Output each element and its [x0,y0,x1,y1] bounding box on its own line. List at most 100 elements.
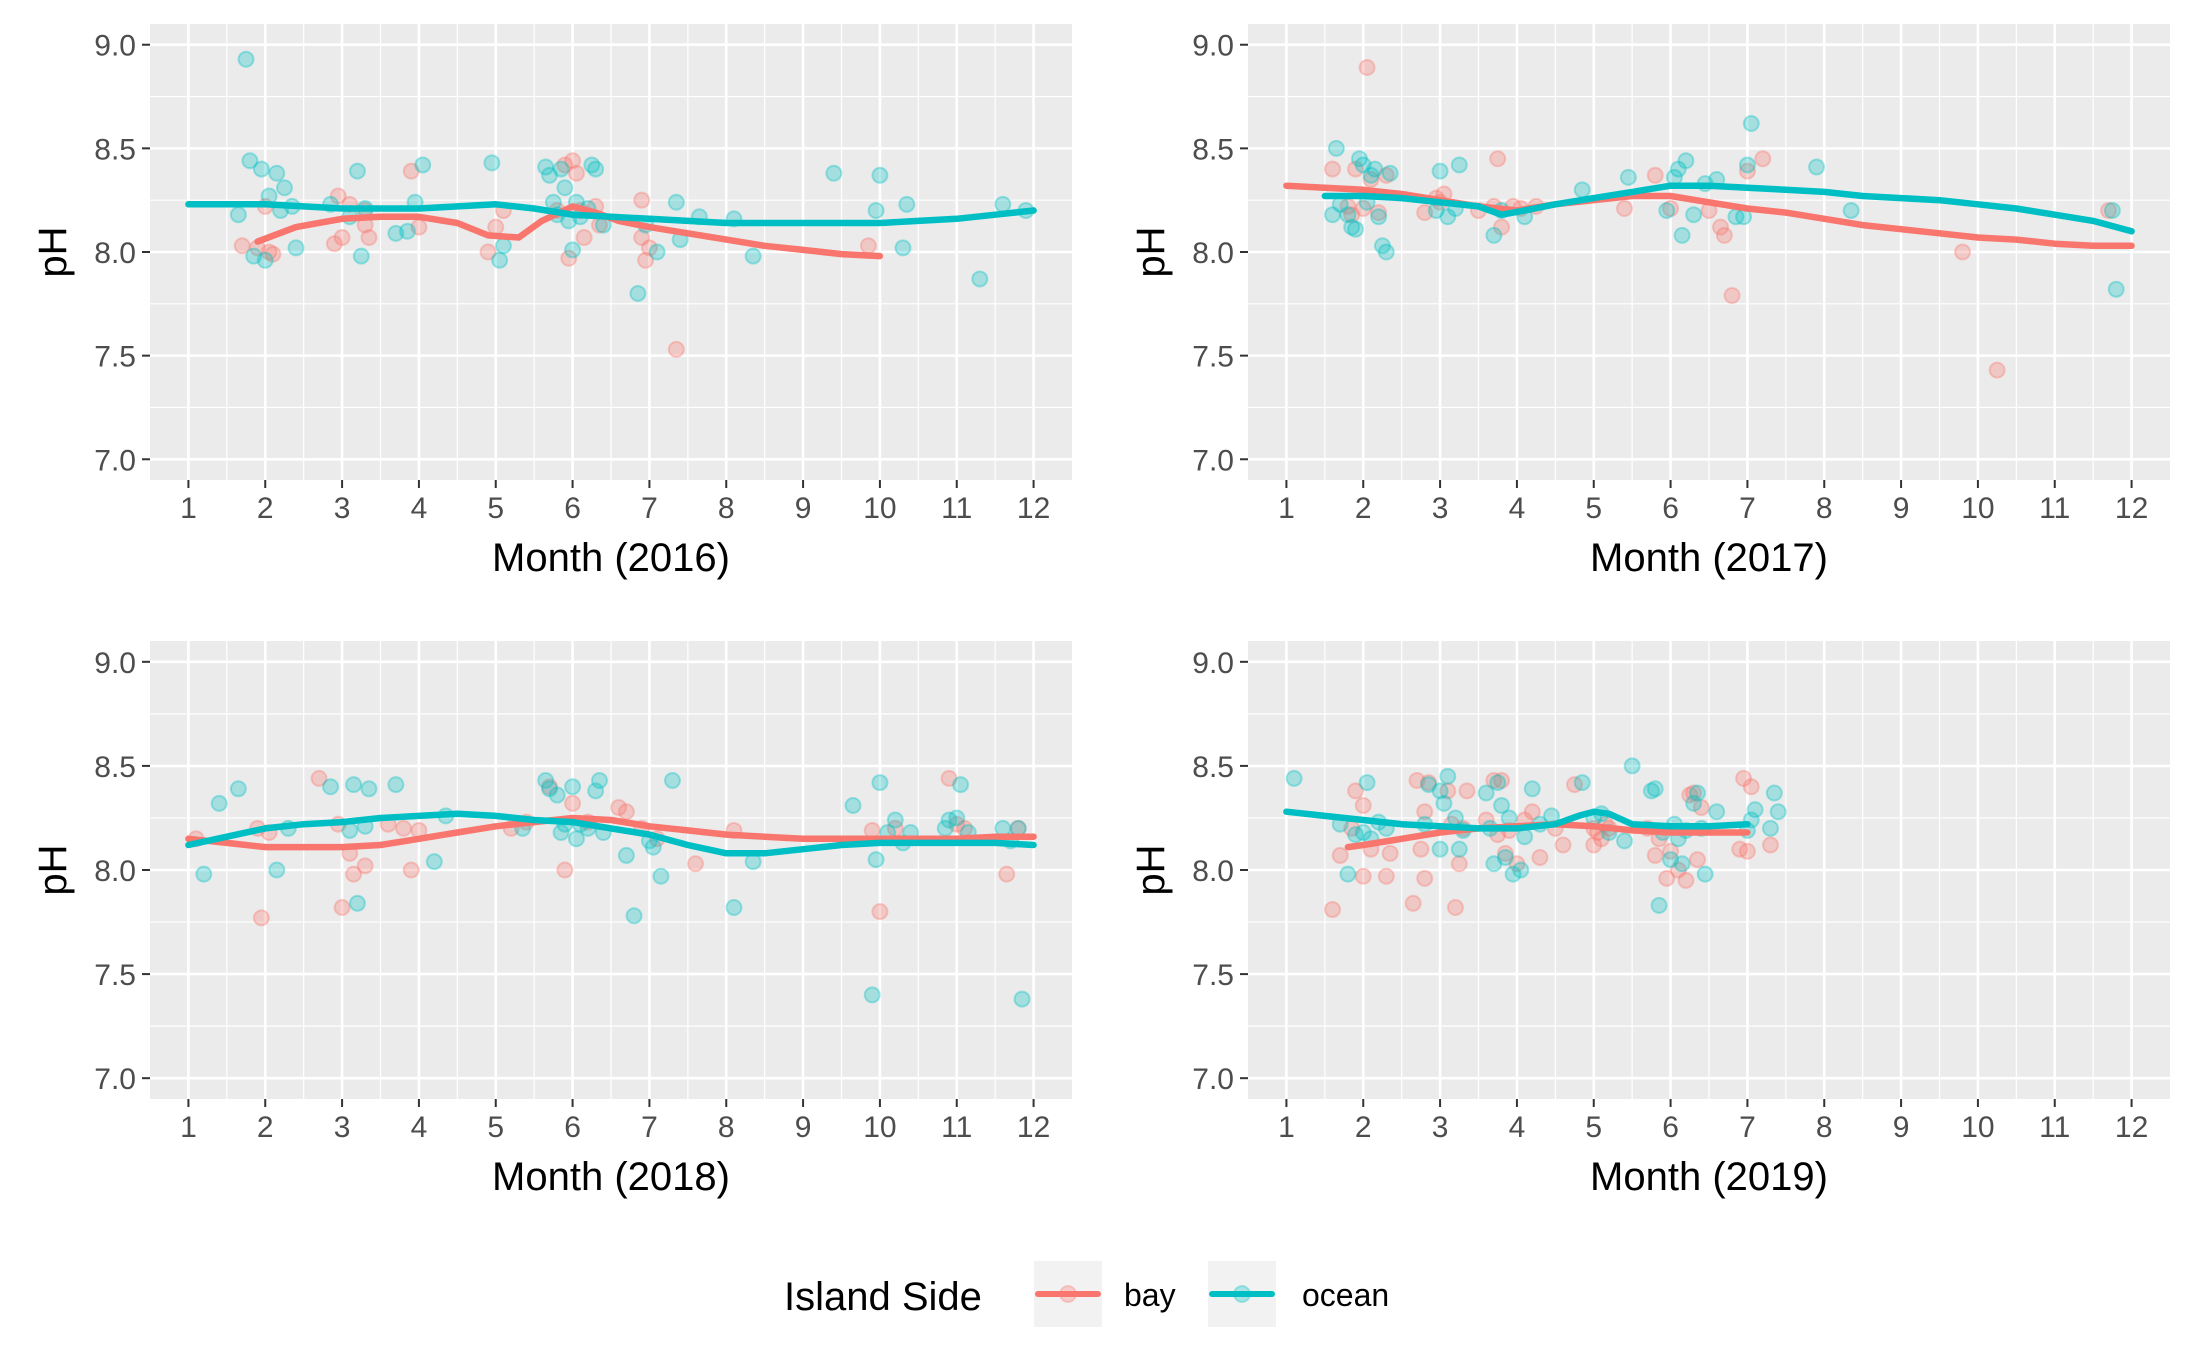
y-axis-title: pH [1129,844,1173,895]
data-point-ocean [1496,849,1514,867]
data-point-bay [859,237,877,255]
y-tick-label: 9.0 [1192,647,1234,680]
x-tick-label: 5 [1585,492,1602,525]
data-point-ocean [1485,855,1503,873]
data-point-ocean [1669,160,1687,178]
x-tick-label: 5 [487,1111,504,1144]
data-point-ocean [1370,208,1388,226]
data-point-bay [1742,778,1760,796]
data-point-ocean [744,247,762,265]
data-point-ocean [1450,840,1468,858]
data-point-ocean [994,195,1012,213]
x-tick-label: 12 [2115,1111,2148,1144]
y-tick-label: 9.0 [1192,30,1234,63]
data-point-bay [1677,871,1695,889]
data-point-ocean [1658,202,1676,220]
data-point-ocean [398,222,416,240]
data-point-ocean [898,195,916,213]
data-point-bay [1493,218,1511,236]
x-tick-label: 2 [257,1111,274,1144]
data-point-ocean [590,771,608,789]
smooth-line-ocean [185,810,1037,857]
data-point-ocean [275,179,293,197]
x-tick-label: 12 [1017,492,1050,525]
data-point-bay [541,778,559,796]
data-point-ocean [1377,243,1395,261]
data-point-ocean [1485,226,1503,244]
data-point-ocean [1489,774,1507,792]
data-point-ocean [195,865,213,883]
data-point-ocean [245,247,263,265]
data-point-ocean [667,193,685,211]
data-point-bay [1954,243,1972,261]
legend-point-ocean [1233,1285,1251,1303]
y-tick-label: 8.5 [1192,751,1234,784]
x-tick-label: 6 [1662,492,1679,525]
data-point-bay [1685,784,1703,802]
data-point-bay [948,815,966,833]
data-point-ocean [268,861,286,879]
data-point-ocean [387,776,405,794]
y-axis-title: pH [31,226,75,277]
y-tick-label: 8.5 [94,751,136,784]
data-point-ocean [1696,865,1714,883]
x-tick-label: 7 [1739,1111,1756,1144]
data-point-ocean [1347,826,1365,844]
x-tick-label: 7 [1739,492,1756,525]
data-point-bay [610,799,628,817]
data-point-ocean [894,239,912,257]
data-point-ocean [1381,164,1399,182]
y-tick-label: 9.0 [94,647,136,680]
data-point-ocean [541,166,559,184]
data-point-bay [1420,774,1438,792]
data-point-ocean [548,786,566,804]
data-point-ocean [1573,774,1591,792]
data-point-bay [1508,855,1526,873]
y-tick-label: 7.0 [1192,1063,1234,1096]
data-point-ocean [210,794,228,812]
smooth-line-bay [185,814,1037,851]
data-point-ocean [2103,202,2121,220]
data-point-ocean [629,284,647,302]
y-tick-label: 7.5 [94,959,136,992]
data-point-ocean [1354,824,1372,842]
data-point-ocean [652,867,670,885]
data-point-ocean [1285,769,1303,787]
data-point-bay [687,855,705,873]
x-tick-label: 6 [1662,1111,1679,1144]
data-point-bay [1988,361,2006,379]
data-point-ocean [948,809,966,827]
x-axis-title: Month (2019) [1590,1155,1828,1199]
data-point-bay [1324,160,1342,178]
data-point-ocean [1523,780,1541,798]
data-point-ocean [583,156,601,174]
x-tick-label: 3 [1432,492,1449,525]
data-point-ocean [229,206,247,224]
data-point-bay [1458,782,1476,800]
data-point-ocean [1339,206,1357,224]
data-point-ocean [287,239,305,257]
x-tick-label: 12 [1017,1111,1050,1144]
data-point-ocean [1439,767,1457,785]
data-point-bay [575,228,593,246]
data-point-ocean [237,50,255,68]
data-point-ocean [1842,202,1860,220]
data-point-ocean [552,160,570,178]
data-point-ocean [387,224,405,242]
x-tick-label: 1 [1278,1111,1295,1144]
x-tick-label: 4 [411,492,428,525]
data-point-bay [1416,803,1434,821]
data-point-ocean [625,907,643,925]
legend-label-bay: bay [1124,1277,1176,1313]
data-point-bay [1354,867,1372,885]
data-point-bay [1662,842,1680,860]
x-axis-title: Month (2016) [492,536,730,580]
data-point-bay [402,861,420,879]
data-point-bay [1377,166,1395,184]
data-point-ocean [1761,819,1779,837]
data-point-ocean [556,179,574,197]
x-tick-label: 4 [1509,1111,1526,1144]
y-tick-label: 8.5 [1192,133,1234,166]
